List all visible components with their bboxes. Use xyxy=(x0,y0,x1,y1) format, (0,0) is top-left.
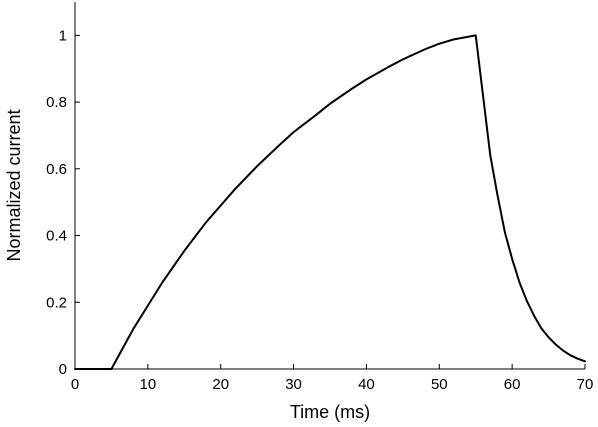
x-axis-label: Time (ms) xyxy=(290,402,370,422)
y-axis-ticks: 0 0.2 0.4 0.6 0.8 1 xyxy=(46,27,80,378)
x-tick-label: 40 xyxy=(358,376,375,393)
x-tick-label: 30 xyxy=(285,376,302,393)
x-tick-label: 0 xyxy=(71,376,79,393)
y-tick-label: 0.2 xyxy=(46,294,67,311)
x-axis-ticks: 0 10 20 30 40 50 60 70 xyxy=(71,364,594,393)
axes xyxy=(74,2,585,370)
x-tick-label: 20 xyxy=(212,376,229,393)
y-tick-label: 0 xyxy=(59,361,67,378)
y-tick-label: 1 xyxy=(59,27,67,44)
x-tick-label: 50 xyxy=(431,376,448,393)
y-tick-label: 0.6 xyxy=(46,161,67,178)
y-tick-label: 0.4 xyxy=(46,228,67,245)
y-tick-label: 0.8 xyxy=(46,94,67,111)
y-axis-label: Normalized current xyxy=(4,109,24,261)
x-tick-label: 60 xyxy=(504,376,521,393)
x-tick-label: 70 xyxy=(577,376,594,393)
x-tick-label: 10 xyxy=(140,376,157,393)
normalized-current-line xyxy=(74,34,586,370)
